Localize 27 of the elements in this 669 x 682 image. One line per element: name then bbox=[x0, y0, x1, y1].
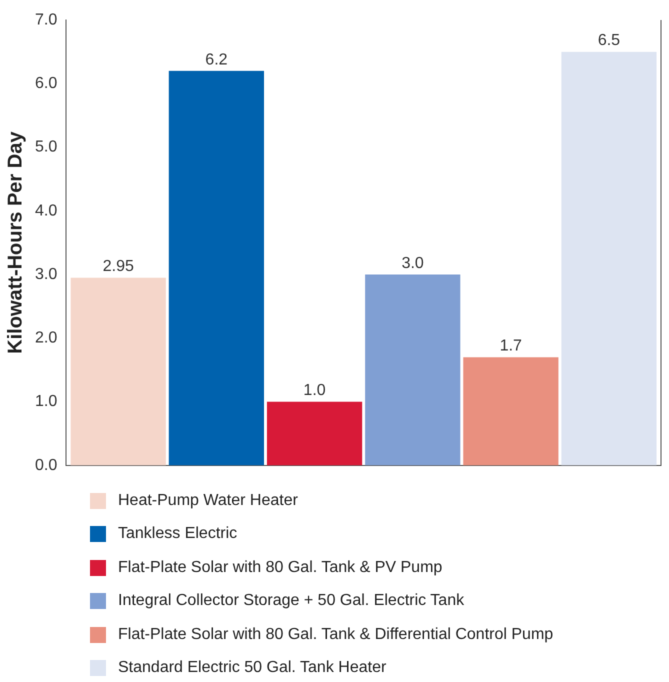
data-label: 6.5 bbox=[598, 32, 620, 50]
y-tick-label: 3.0 bbox=[34, 266, 58, 283]
y-tick-label: 7.0 bbox=[34, 11, 58, 28]
legend-label: Integral Collector Storage + 50 Gal. Electric Tank bbox=[118, 592, 464, 610]
y-tick-label: 6.0 bbox=[34, 75, 58, 92]
data-label: 6.2 bbox=[205, 51, 228, 68]
y-tick-label: 0.0 bbox=[34, 456, 58, 474]
legend-label: Standard Electric 50 Gal. Tank Heater bbox=[118, 659, 386, 678]
y-tick-label: 2.0 bbox=[34, 330, 58, 347]
data-label: 3.0 bbox=[402, 254, 424, 272]
bar bbox=[463, 357, 558, 466]
y-axis-title: Kilowatt-Hours Per Day bbox=[4, 130, 27, 354]
y-tick-label: 1.0 bbox=[34, 393, 58, 410]
data-label: 1.0 bbox=[303, 382, 326, 400]
bar bbox=[365, 274, 460, 466]
legend-label: Heat-Pump Water Heater bbox=[118, 492, 298, 510]
legend-label: Flat-Plate Solar with 80 Gal. Tank & Differential Control Pump bbox=[118, 626, 554, 644]
data-label: 2.95 bbox=[102, 258, 134, 276]
y-tick-label: 5.0 bbox=[34, 138, 58, 156]
data-label: 1.7 bbox=[500, 338, 522, 355]
bar bbox=[168, 70, 264, 466]
legend-label: Flat-Plate Solar with 80 Gal. Tank & PV Pump bbox=[118, 558, 442, 577]
bar bbox=[266, 402, 362, 466]
legend-label: Tankless Electric bbox=[118, 525, 238, 544]
bar bbox=[561, 52, 657, 466]
y-tick-label: 4.0 bbox=[34, 202, 58, 220]
bar bbox=[70, 278, 166, 466]
